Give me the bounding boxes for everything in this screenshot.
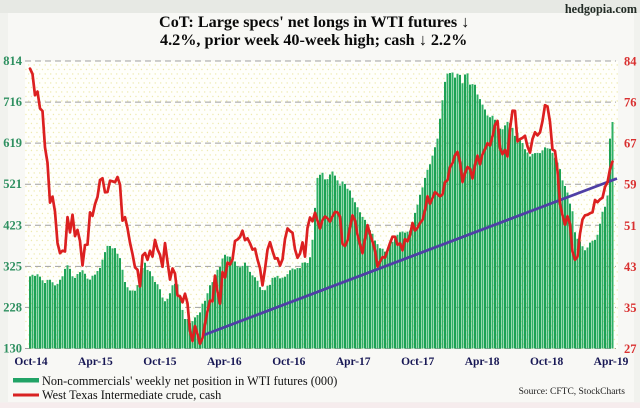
svg-text:130: 130	[3, 342, 22, 356]
svg-text:67: 67	[624, 137, 637, 151]
svg-text:35: 35	[624, 301, 637, 315]
svg-text:Apr-15: Apr-15	[78, 356, 113, 368]
svg-text:59: 59	[624, 178, 637, 192]
svg-text:Oct-15: Oct-15	[143, 356, 176, 368]
svg-text:27: 27	[624, 342, 637, 356]
svg-text:84: 84	[624, 55, 637, 69]
svg-text:Apr-16: Apr-16	[207, 356, 242, 368]
svg-text:Apr-19: Apr-19	[594, 356, 629, 368]
svg-text:Oct-18: Oct-18	[530, 356, 563, 368]
svg-text:hedgopia.com: hedgopia.com	[565, 2, 637, 16]
svg-text:Source: CFTC, StockCharts: Source: CFTC, StockCharts	[519, 387, 626, 397]
svg-text:814: 814	[3, 54, 23, 68]
svg-text:619: 619	[3, 136, 22, 150]
svg-text:Oct-17: Oct-17	[401, 356, 434, 368]
svg-text:43: 43	[624, 260, 637, 274]
svg-text:521: 521	[3, 177, 22, 191]
svg-text:4.2%, prior week 40-week high;: 4.2%, prior week 40-week high; cash ↓ 2.…	[160, 31, 467, 49]
svg-text:Apr-17: Apr-17	[336, 356, 371, 368]
svg-text:West Texas Intermediate crude,: West Texas Intermediate crude, cash	[42, 388, 221, 402]
svg-text:Non-commercials' weekly net po: Non-commercials' weekly net position in …	[42, 374, 337, 388]
svg-text:Oct-14: Oct-14	[14, 356, 47, 368]
svg-text:Apr-18: Apr-18	[465, 356, 500, 368]
svg-text:CoT: Large specs' net longs in: CoT: Large specs' net longs in WTI futur…	[159, 13, 469, 31]
svg-text:228: 228	[3, 300, 22, 314]
svg-text:423: 423	[3, 218, 22, 232]
svg-text:Oct-16: Oct-16	[272, 356, 305, 368]
svg-text:51: 51	[624, 219, 637, 233]
svg-text:325: 325	[3, 259, 22, 273]
svg-text:716: 716	[3, 95, 22, 109]
svg-text:76: 76	[624, 96, 637, 110]
